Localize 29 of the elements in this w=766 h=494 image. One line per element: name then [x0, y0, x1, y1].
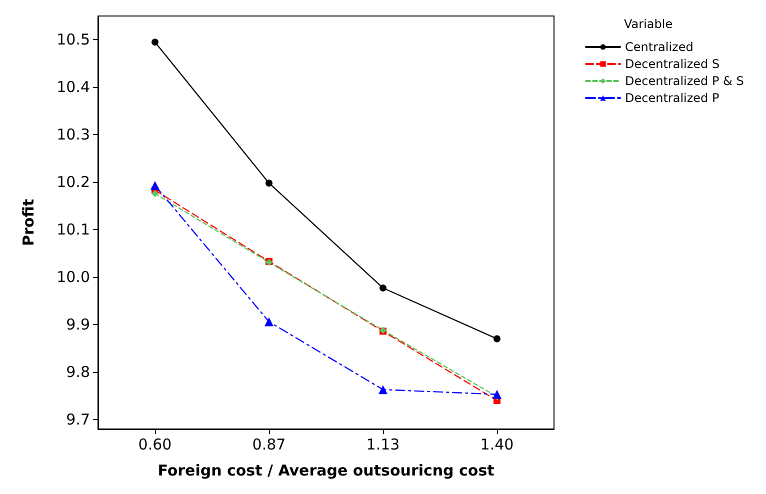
- y-axis-title: Profit: [20, 199, 38, 246]
- point: [150, 180, 160, 190]
- y-tick-label: 9.9: [66, 316, 90, 334]
- point: [494, 335, 500, 342]
- point: [152, 190, 158, 198]
- legend-label: Decentralized P: [625, 91, 720, 105]
- legend-label: Centralized: [625, 40, 694, 54]
- legend-title: Variable: [624, 17, 673, 31]
- y-tick-label: 10.2: [56, 173, 90, 192]
- y-tick-label: 10.0: [56, 268, 90, 286]
- point: [378, 385, 388, 394]
- y-tick-label: 9.8: [66, 363, 90, 382]
- point: [264, 317, 274, 326]
- point: [492, 390, 502, 399]
- x-tick-label: 0.60: [138, 436, 172, 454]
- y-tick-label: 10.1: [56, 220, 90, 239]
- point: [380, 284, 386, 292]
- x-tick-label: 1.40: [480, 436, 514, 454]
- y-tick-label: 9.7: [66, 410, 90, 429]
- legend-label: Decentralized P & S: [625, 74, 744, 88]
- y-tick-label: 10.5: [56, 30, 90, 49]
- point: [152, 38, 158, 46]
- y-tick-label: 10.4: [56, 78, 90, 96]
- x-tick-label: 1.13: [366, 436, 400, 454]
- x-tick-label: 0.87: [252, 436, 286, 454]
- x-axis-title: Foreign cost / Average outsouricng cost: [158, 462, 494, 480]
- point: [266, 180, 272, 187]
- legend-label: Decentralized S: [625, 57, 720, 71]
- y-tick-label: 10.3: [56, 126, 90, 144]
